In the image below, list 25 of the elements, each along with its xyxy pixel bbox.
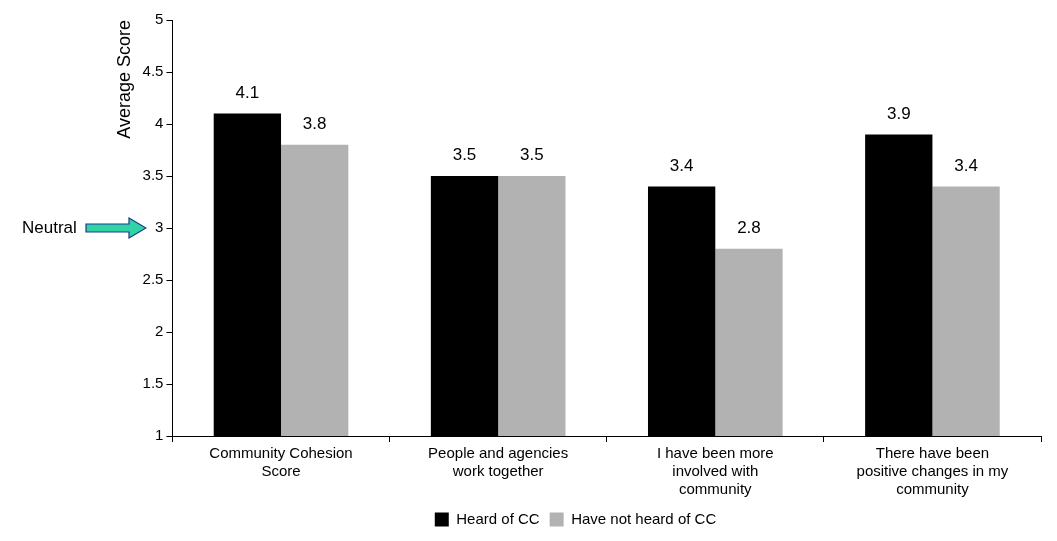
- y-tick-label: 5: [155, 10, 164, 28]
- data-label: 3.5: [452, 145, 477, 165]
- text: Neutral: [22, 217, 77, 237]
- data-label: 3.9: [886, 103, 911, 123]
- y-tick-label: 3: [155, 218, 164, 236]
- data-label: 3.4: [954, 155, 978, 175]
- y-tick-label: 1.5: [142, 374, 164, 392]
- x-tick-label: There have been positive changes in my community: [856, 444, 1009, 498]
- data-label: 3.8: [302, 113, 327, 133]
- data-label: 3.5: [519, 145, 544, 165]
- x-tick-label: I have been more involved with community: [656, 444, 774, 498]
- y-tick-label: 2: [155, 322, 164, 340]
- y-tick-label: 4.5: [142, 62, 164, 80]
- x-tick-label: Community Cohesion Score: [209, 444, 353, 480]
- y-tick-label: 3.5: [142, 166, 164, 184]
- y-tick-label: 4: [155, 114, 164, 132]
- x-tick-label: People and agencies work together: [428, 444, 569, 480]
- y-tick-label: 1: [155, 426, 164, 444]
- data-label: 2.8: [737, 217, 761, 237]
- legend-label: Have not heard of CC: [571, 509, 717, 527]
- legend-label: Heard of CC: [456, 509, 540, 527]
- data-label: 4.1: [235, 82, 260, 102]
- y-axis-title: Average Score: [113, 20, 134, 139]
- y-tick-label: 2.5: [142, 270, 164, 288]
- data-label: 3.4: [669, 155, 694, 175]
